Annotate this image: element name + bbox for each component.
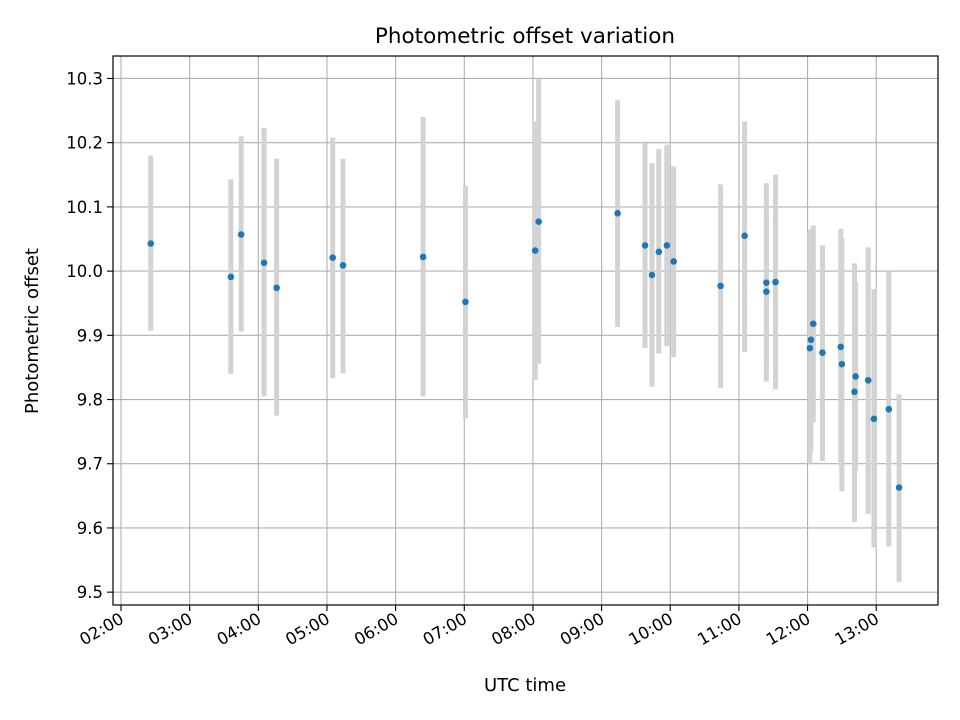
data-point xyxy=(807,336,815,344)
data-point xyxy=(462,298,469,306)
y-tick-label: 10.2 xyxy=(66,134,103,153)
data-point xyxy=(614,210,621,217)
data-point xyxy=(535,218,542,225)
data-point xyxy=(237,231,245,238)
y-tick-label: 9.8 xyxy=(77,391,103,410)
y-axis-label: Photometric offset xyxy=(22,248,43,414)
data-point xyxy=(763,288,770,295)
data-point xyxy=(864,376,872,384)
grid xyxy=(113,56,938,605)
plot-frame xyxy=(112,55,939,606)
data-point xyxy=(329,254,336,261)
y-tick-label: 9.6 xyxy=(77,519,103,538)
data-point xyxy=(641,242,649,249)
data-point xyxy=(260,259,268,267)
data-point xyxy=(809,320,817,328)
data-point xyxy=(531,247,539,254)
data-point xyxy=(741,232,748,240)
y-tick-label: 9.7 xyxy=(77,455,103,474)
data-point xyxy=(838,360,846,368)
data-point xyxy=(273,284,280,292)
data-point xyxy=(648,271,656,279)
y-axis: 9.5 9.6 9.7 9.8 9.9 10.0 10.1 10.2 10.3 xyxy=(66,69,113,602)
data-point xyxy=(895,484,903,491)
data-point xyxy=(663,242,671,249)
data-point xyxy=(819,349,826,356)
data-point xyxy=(870,415,878,423)
chart-title: Photometric offset variation xyxy=(375,24,675,49)
data-point xyxy=(851,388,858,396)
y-tick-label: 9.9 xyxy=(77,326,103,345)
y-tick-label: 9.5 xyxy=(77,583,103,602)
data-point xyxy=(837,343,845,351)
data-point xyxy=(806,344,814,352)
data-point xyxy=(227,273,235,281)
data-point xyxy=(717,282,724,290)
data-point xyxy=(763,279,770,286)
y-tick-label: 10.1 xyxy=(66,198,103,217)
data-point xyxy=(670,258,677,265)
data-point xyxy=(339,262,347,269)
data-point xyxy=(852,373,859,380)
x-axis-label: UTC time xyxy=(484,675,566,696)
data-point xyxy=(655,248,663,256)
data-points xyxy=(147,210,903,491)
data-point xyxy=(772,278,779,286)
data-point xyxy=(147,240,155,247)
data-point xyxy=(885,405,893,413)
data-point xyxy=(419,253,427,261)
y-tick-label: 10.0 xyxy=(66,262,103,281)
y-tick-label: 10.3 xyxy=(66,69,103,88)
